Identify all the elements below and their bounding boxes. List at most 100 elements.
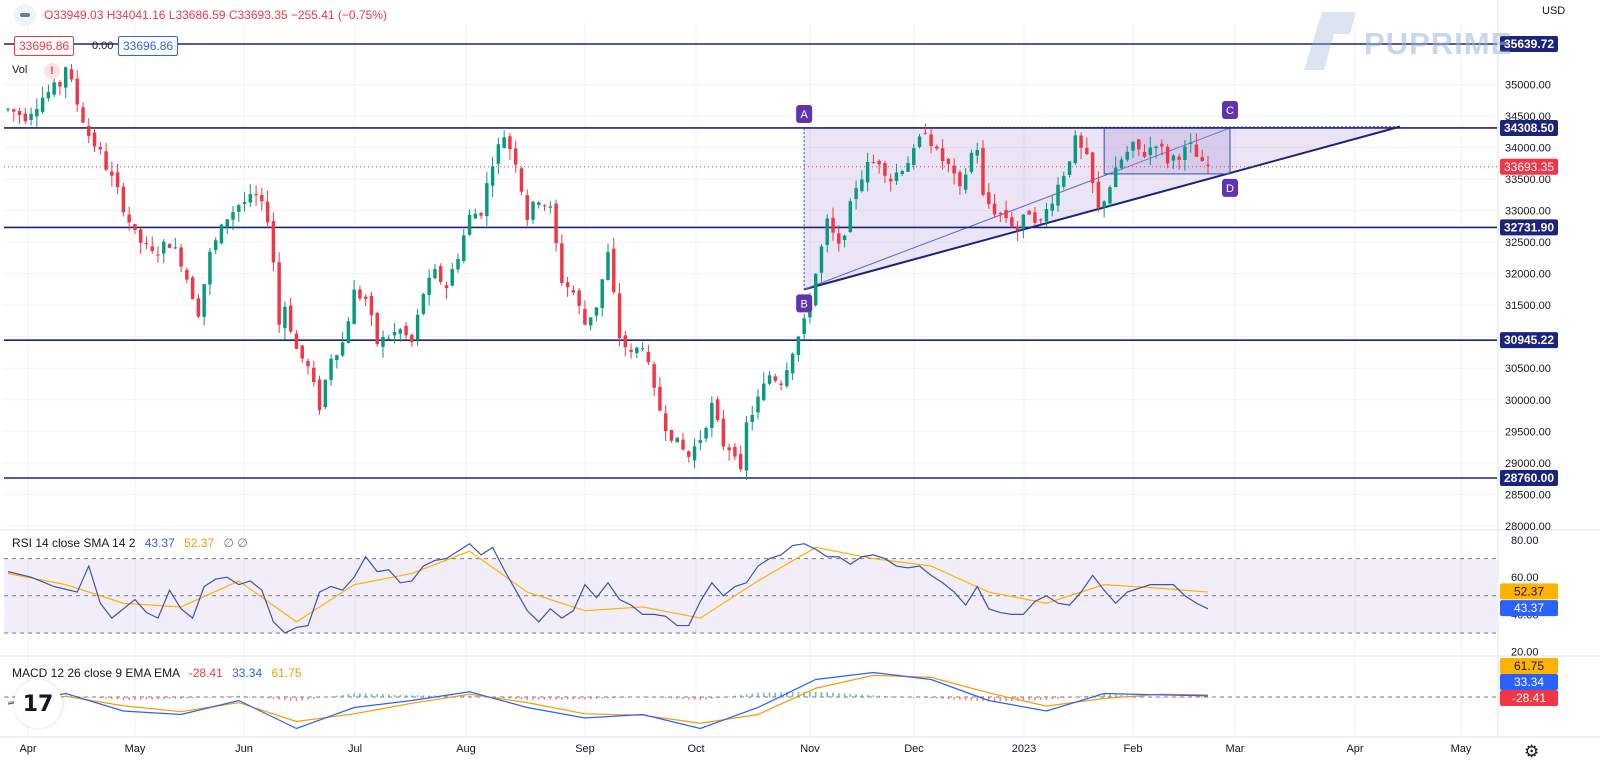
candle-body [115, 172, 120, 188]
price-box-sell[interactable]: 33696.86 [14, 36, 75, 56]
candle-body [987, 192, 991, 205]
brand-watermark: PUPRIME [1364, 26, 1513, 61]
macd-histogram-bar [284, 697, 286, 701]
gear-icon[interactable]: ⚙ [1524, 742, 1540, 761]
macd-histogram-bar [607, 697, 609, 699]
candle-body [104, 151, 108, 170]
macd-histogram-bar [711, 697, 713, 699]
candle-body [762, 383, 766, 401]
time-tick-label: Dec [904, 743, 924, 755]
macd-histogram-bar [186, 697, 188, 699]
macd-histogram-bar [1166, 697, 1169, 698]
macd-histogram-bar [509, 697, 511, 699]
price-tick-label: 29500.00 [1505, 426, 1551, 438]
rsi-legend[interactable]: RSI 14 close SMA 14 2 43.37 52.37 ∅ ∅ [12, 536, 248, 550]
macd-histogram-bar [653, 697, 655, 698]
macd-histogram-bar [1062, 697, 1065, 699]
candle-body [548, 206, 553, 208]
price-tick-label: 33500.00 [1505, 174, 1551, 186]
macd-histogram-bar [243, 696, 246, 697]
candle-body [612, 248, 616, 292]
macd-histogram-bar [814, 691, 817, 697]
candle-body [1206, 164, 1210, 167]
macd-histogram-bar [214, 696, 217, 698]
macd-histogram-bar [1155, 697, 1157, 698]
macd-histogram-bar [336, 695, 338, 697]
price-axis: 35000.00 34500.00 34000.00 33500.00 33000.00… [1500, 36, 1558, 706]
volume-label[interactable]: Vol [12, 64, 28, 76]
macd-histogram-bar [174, 697, 177, 699]
tradingview-logo-icon[interactable]: 17 [14, 680, 62, 728]
macd-histogram-bar [370, 693, 373, 697]
price-box-buy[interactable]: 33696.86 [118, 36, 179, 56]
macd-legend[interactable]: MACD 12 26 close 9 EMA EMA -28.41 33.34 … [12, 666, 302, 680]
candle-body [952, 165, 956, 174]
candle-body [467, 214, 472, 235]
macd-histogram-bar [1172, 697, 1175, 698]
candle-body [744, 422, 749, 471]
macd-histogram-bar [1109, 694, 1111, 697]
candle-body [121, 186, 126, 213]
candle-body [669, 429, 674, 441]
macd-histogram-bar [739, 695, 742, 697]
macd-histogram-bar [203, 697, 205, 698]
macd-histogram-bar [878, 695, 880, 697]
macd-histogram-bar [561, 697, 563, 700]
candle-body [756, 396, 760, 413]
macd-histogram-bar [555, 697, 557, 700]
macd-histogram-bar [157, 697, 159, 700]
macd-histogram-bar [151, 697, 154, 700]
price-tick-label: 29000.00 [1505, 458, 1551, 470]
candle-body [485, 183, 489, 217]
macd-histogram-bar [1045, 697, 1048, 700]
rsi-legend-extra: ∅ ∅ [223, 536, 248, 550]
warning-icon[interactable]: ! [44, 63, 60, 79]
macd-histogram-bar [162, 697, 165, 700]
macd-histogram-bar [612, 697, 615, 699]
candle-body [381, 337, 385, 347]
candle-body [865, 162, 870, 183]
macd-histogram-bar [428, 695, 430, 697]
macd-histogram-bar [12, 697, 15, 698]
candle-body [306, 360, 310, 367]
candle-body [998, 212, 1003, 214]
candle-body [583, 308, 587, 325]
macd-value-label: 33.34 [1514, 675, 1544, 689]
macd-histogram-bar [647, 696, 650, 698]
level-price-badge [1500, 470, 1558, 486]
macd-legend-title: MACD 12 26 close 9 EMA EMA [12, 666, 180, 680]
pattern-point-label: D [1226, 183, 1234, 195]
macd-histogram-bar [1057, 697, 1059, 699]
macd-histogram-bar [676, 697, 679, 699]
macd-histogram-bar [180, 697, 182, 699]
candle-body [242, 202, 247, 204]
macd-histogram-bar [105, 697, 107, 699]
macd-histogram-bar [399, 694, 402, 697]
brand-logo-icon [1294, 8, 1364, 83]
candle-body [940, 148, 945, 162]
time-tick-label: Aug [456, 743, 476, 755]
candle-body [144, 243, 149, 245]
macd-histogram-bar [139, 697, 142, 700]
macd-histogram-bar [959, 697, 961, 700]
macd-histogram-bar [757, 692, 759, 697]
macd-histogram-bar [809, 691, 811, 697]
candle-body [75, 78, 79, 105]
candle-body [837, 233, 841, 244]
macd-histogram-bar [1005, 697, 1007, 702]
candle-body [150, 246, 154, 251]
candle-body [46, 92, 51, 99]
currency-label[interactable]: USD [1542, 5, 1566, 17]
candle-body [629, 349, 633, 352]
candle-body [1160, 143, 1164, 147]
candle-body [17, 110, 22, 115]
candle-body [1102, 201, 1106, 208]
pattern-point-label: C [1226, 105, 1234, 117]
candle-body [254, 194, 258, 196]
macd-histogram-bar [318, 697, 321, 699]
macd-value-label: 61.75 [1514, 659, 1544, 673]
macd-histogram-bar [7, 697, 9, 699]
collapse-legend-button[interactable] [14, 4, 36, 26]
candle-body [317, 379, 322, 411]
